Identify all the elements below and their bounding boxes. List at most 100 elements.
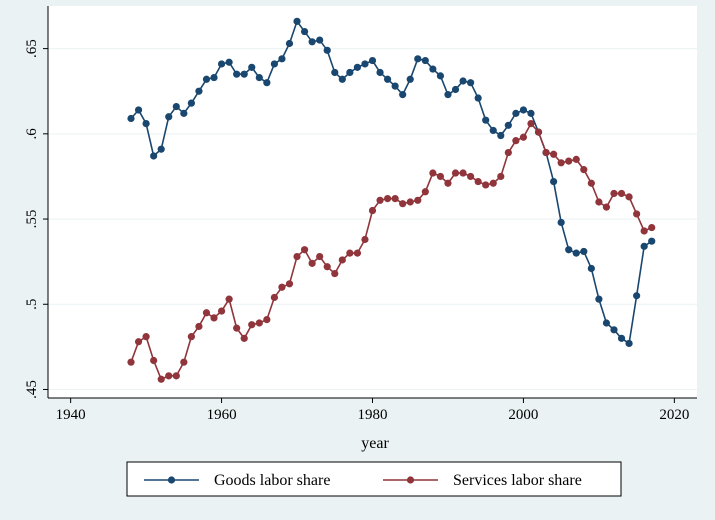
x-tick-label: 2020 <box>659 407 689 423</box>
data-point <box>150 356 158 365</box>
x-tick-label: 1960 <box>207 407 237 423</box>
data-point <box>368 56 377 65</box>
data-point <box>391 82 399 90</box>
data-point <box>587 179 595 187</box>
data-point <box>580 247 588 256</box>
data-point <box>195 322 203 331</box>
data-point <box>361 235 369 244</box>
data-point <box>376 196 384 204</box>
data-point <box>467 79 475 87</box>
series-lines <box>127 17 656 383</box>
data-point <box>436 172 445 181</box>
data-point <box>414 55 422 63</box>
data-point <box>572 155 580 163</box>
data-point <box>572 249 580 257</box>
data-point <box>617 334 626 342</box>
data-point <box>519 106 528 114</box>
data-point <box>444 179 452 187</box>
data-point <box>602 203 611 211</box>
data-point <box>610 326 618 334</box>
data-point <box>504 121 512 129</box>
data-point <box>225 295 233 303</box>
data-point <box>633 292 641 300</box>
data-point <box>127 358 135 366</box>
data-point <box>353 249 362 257</box>
data-point <box>172 372 180 380</box>
data-point <box>459 169 467 177</box>
data-point <box>595 295 603 303</box>
data-point <box>633 210 641 218</box>
legend-label: Goods labor share <box>214 472 330 489</box>
data-point <box>308 259 316 267</box>
data-point <box>610 189 618 198</box>
x-tick-label: 1980 <box>358 407 388 423</box>
data-point <box>210 73 218 82</box>
data-point <box>617 189 626 198</box>
y-tick-label: .65 <box>24 39 40 58</box>
data-point <box>285 280 294 288</box>
y-tick-label: .6 <box>24 128 40 140</box>
data-point <box>323 46 331 54</box>
data-point <box>429 65 437 73</box>
data-point <box>217 60 226 68</box>
data-point <box>383 75 392 83</box>
data-point <box>474 177 482 186</box>
data-point <box>436 72 445 80</box>
data-point <box>316 36 324 44</box>
data-point <box>557 159 565 167</box>
data-point <box>625 193 633 201</box>
data-point <box>308 38 316 46</box>
legend-box <box>126 461 622 497</box>
plot-area <box>48 6 697 398</box>
data-point <box>565 157 573 165</box>
data-point <box>550 177 558 186</box>
legend-label: Services labor share <box>453 472 582 489</box>
data-point <box>361 60 369 68</box>
data-point <box>187 333 195 341</box>
data-point <box>142 333 150 341</box>
data-point <box>489 126 497 135</box>
y-tick-label: .5 <box>24 299 40 310</box>
data-point <box>293 252 301 261</box>
data-point <box>640 227 648 235</box>
data-point <box>233 324 241 332</box>
x-axis-title: year <box>361 435 389 452</box>
data-point <box>459 77 467 85</box>
data-point <box>353 63 362 71</box>
data-point <box>534 128 543 136</box>
data-point <box>300 246 309 254</box>
data-point <box>519 133 528 141</box>
data-point <box>451 169 460 177</box>
data-point <box>127 114 135 123</box>
data-point <box>399 91 407 99</box>
data-point <box>240 70 248 78</box>
data-point <box>202 75 211 83</box>
data-point <box>444 91 452 99</box>
data-point <box>150 152 158 160</box>
data-point <box>504 148 512 157</box>
data-point <box>331 68 339 77</box>
data-point <box>338 75 346 83</box>
data-point <box>346 249 354 257</box>
data-point <box>527 120 535 128</box>
data-point <box>542 148 550 157</box>
data-point <box>187 99 195 107</box>
data-point <box>648 237 656 245</box>
data-point <box>210 314 218 322</box>
data-point <box>180 109 188 117</box>
data-point <box>429 169 437 177</box>
data-point <box>467 172 475 181</box>
data-point <box>421 188 429 196</box>
data-point <box>587 264 595 273</box>
data-point <box>323 263 331 271</box>
data-point <box>595 198 603 206</box>
data-point <box>550 150 558 158</box>
data-point <box>368 206 377 215</box>
x-tick-label: 1940 <box>56 407 86 423</box>
data-point <box>293 17 301 25</box>
data-point <box>172 102 180 111</box>
data-point <box>565 246 573 254</box>
data-point <box>421 56 429 65</box>
data-point <box>285 39 294 48</box>
series-2 <box>127 120 656 383</box>
